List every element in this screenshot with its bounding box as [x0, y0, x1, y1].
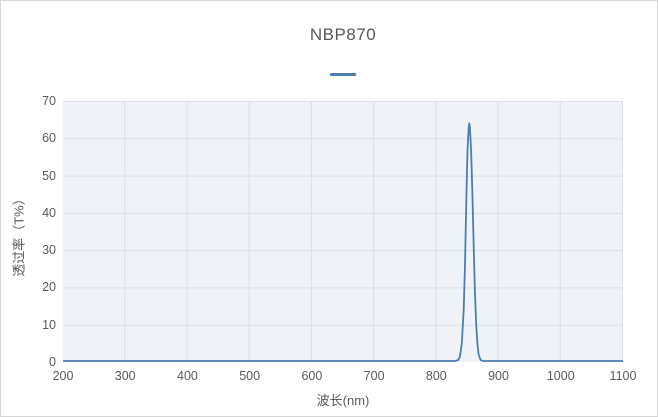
series-line [63, 122, 623, 362]
y-tick-label: 20 [42, 280, 56, 295]
x-tick-label: 400 [177, 369, 198, 383]
y-tick-label: 40 [42, 205, 56, 220]
y-tick-label: 30 [42, 243, 56, 258]
x-tick-label: 500 [239, 369, 261, 383]
x-tick-label: 1000 [546, 369, 575, 383]
y-tick-label: 50 [42, 168, 56, 183]
series-plot [63, 101, 623, 362]
x-tick-label: 1100 [609, 369, 637, 383]
series-legend-marker [330, 72, 356, 76]
plot-area [63, 101, 623, 362]
x-axis-title: 波长(nm) [316, 393, 370, 408]
legend[interactable] [63, 67, 623, 81]
x-tick-label: 300 [114, 369, 136, 383]
y-tick-label: 60 [42, 131, 56, 146]
chart-title: NBP870 [309, 25, 377, 44]
x-tick-label: 700 [363, 369, 385, 383]
x-tick-label: 600 [301, 369, 323, 383]
y-tick-label: 0 [49, 355, 56, 369]
x-tick-label: 900 [488, 369, 509, 383]
x-tick-label: 200 [52, 369, 74, 383]
y-tick-label: 70 [42, 94, 56, 108]
y-axis-title: 透过率（T%） [11, 192, 27, 277]
x-tick-label: 800 [425, 369, 447, 383]
y-tick-label: 10 [42, 317, 56, 332]
